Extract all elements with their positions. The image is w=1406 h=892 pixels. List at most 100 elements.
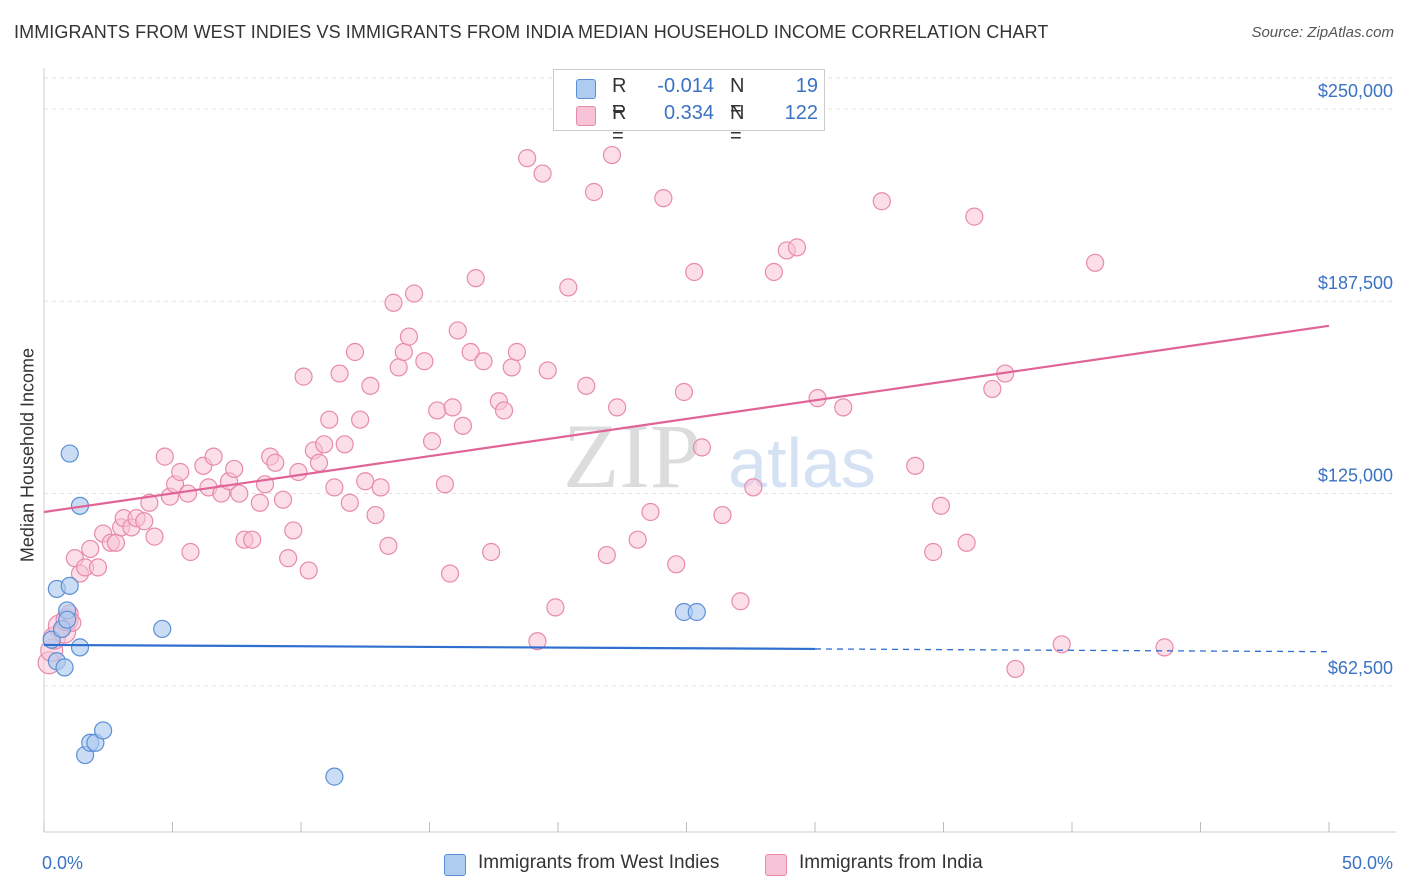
india-point bbox=[135, 512, 154, 531]
legend-n-label: N = bbox=[730, 75, 745, 120]
india-point bbox=[713, 505, 732, 525]
west-indies-swatch bbox=[576, 79, 596, 99]
india-point bbox=[906, 456, 925, 475]
india-point bbox=[266, 453, 285, 472]
india-point bbox=[559, 278, 578, 297]
india-point bbox=[872, 192, 891, 211]
west-indies-point bbox=[687, 602, 706, 622]
india-point bbox=[335, 435, 354, 454]
india-point bbox=[399, 327, 419, 346]
india-point bbox=[289, 462, 308, 482]
india-point bbox=[181, 542, 200, 562]
india-legend-swatch bbox=[765, 854, 787, 876]
india-point bbox=[379, 536, 398, 555]
india-point bbox=[325, 478, 344, 497]
trend-lines bbox=[43, 324, 1330, 653]
india-point bbox=[461, 342, 480, 362]
india-point bbox=[309, 453, 329, 472]
india-point bbox=[787, 238, 807, 257]
x-tick-label: 50.0% bbox=[1342, 853, 1393, 873]
india-point bbox=[250, 493, 269, 512]
india-point bbox=[482, 542, 501, 562]
y-tick-label: $125,000 bbox=[1318, 466, 1393, 486]
india-point bbox=[273, 490, 293, 509]
india-point bbox=[356, 472, 375, 491]
india-point bbox=[533, 164, 552, 183]
india-point bbox=[389, 358, 408, 377]
india-point bbox=[440, 564, 460, 583]
west-indies-point bbox=[153, 619, 172, 639]
india-point bbox=[1006, 659, 1025, 679]
west-indies-legend-label: Immigrants from West Indies bbox=[478, 852, 720, 873]
india-point bbox=[654, 189, 673, 208]
india-point bbox=[81, 539, 100, 559]
india-point bbox=[608, 398, 627, 417]
india-point bbox=[243, 530, 262, 549]
legend-n-value: 19 bbox=[795, 75, 818, 97]
india-point bbox=[225, 459, 244, 479]
india-point bbox=[366, 505, 385, 525]
india-point bbox=[474, 352, 493, 371]
india-point bbox=[384, 293, 403, 312]
india-trend-line bbox=[43, 324, 1330, 514]
india-point bbox=[155, 447, 174, 466]
india-point bbox=[453, 416, 473, 435]
india-point bbox=[415, 352, 434, 371]
y-tick-label: $62,500 bbox=[1328, 658, 1393, 678]
y-tick-label: $187,500 bbox=[1318, 273, 1393, 293]
india-point bbox=[834, 398, 853, 417]
west-indies-point bbox=[94, 721, 113, 740]
india-point bbox=[340, 493, 359, 512]
india-point bbox=[394, 342, 413, 362]
india-point bbox=[507, 342, 526, 362]
india-point bbox=[330, 364, 349, 383]
legend-r-value: -0.014 bbox=[657, 75, 714, 97]
india-point bbox=[1086, 253, 1105, 272]
india-point bbox=[685, 262, 704, 282]
india-point bbox=[404, 284, 424, 303]
india-point bbox=[674, 382, 694, 402]
india-point bbox=[204, 447, 223, 466]
chart-title: IMMIGRANTS FROM WEST INDIES VS IMMIGRANT… bbox=[14, 22, 1049, 42]
india-swatch bbox=[576, 106, 596, 126]
source-note: Source: ZipAtlas.com bbox=[1251, 24, 1394, 41]
west-indies-point bbox=[58, 610, 77, 629]
india-point bbox=[924, 542, 943, 562]
west-indies-point bbox=[55, 658, 74, 677]
india-point bbox=[518, 149, 537, 168]
legend-n-value: 122 bbox=[784, 102, 818, 124]
india-point bbox=[361, 376, 380, 395]
watermark-zip: ZIP bbox=[563, 405, 701, 507]
india-point bbox=[448, 321, 467, 340]
india-point bbox=[744, 478, 763, 497]
india-point bbox=[230, 484, 249, 503]
india-point bbox=[428, 401, 447, 420]
india-point bbox=[315, 435, 334, 454]
india-point bbox=[145, 527, 164, 546]
india-point bbox=[667, 555, 686, 574]
india-point bbox=[494, 401, 514, 420]
india-point bbox=[602, 145, 622, 165]
india-point bbox=[422, 432, 442, 451]
india-point bbox=[628, 530, 647, 549]
y-tick-label: $250,000 bbox=[1318, 81, 1393, 101]
india-point bbox=[466, 269, 485, 288]
india-point bbox=[88, 558, 108, 577]
india-point bbox=[983, 379, 1002, 399]
legend-n-label: N = bbox=[730, 102, 745, 147]
india-point bbox=[140, 493, 159, 512]
west-indies-point bbox=[325, 767, 344, 786]
india-point bbox=[538, 361, 557, 380]
india-point bbox=[965, 207, 984, 226]
x-tick-label: 0.0% bbox=[42, 853, 83, 873]
india-point bbox=[299, 561, 318, 580]
india-point bbox=[731, 592, 750, 611]
india-point bbox=[320, 410, 339, 429]
west-indies-trend-extension bbox=[814, 648, 1330, 653]
india-point bbox=[284, 521, 303, 540]
legend-r-label: R = bbox=[612, 102, 627, 147]
india-point bbox=[597, 545, 616, 565]
india-point bbox=[1052, 635, 1071, 654]
india-point bbox=[178, 484, 198, 503]
india-point bbox=[371, 478, 390, 497]
